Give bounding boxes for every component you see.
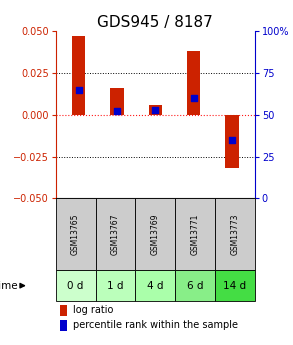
Bar bbox=[96, 270, 135, 301]
Bar bbox=[225, 115, 239, 168]
Text: GSM13769: GSM13769 bbox=[151, 214, 160, 255]
Bar bbox=[56, 270, 96, 301]
Bar bbox=[149, 105, 162, 115]
Bar bbox=[135, 270, 175, 301]
Bar bbox=[215, 198, 255, 270]
Bar bbox=[60, 305, 67, 316]
Text: 6 d: 6 d bbox=[187, 280, 203, 290]
Bar bbox=[175, 270, 215, 301]
Text: 4 d: 4 d bbox=[147, 280, 163, 290]
Bar bbox=[56, 198, 96, 270]
Point bbox=[191, 95, 196, 101]
Bar bbox=[110, 88, 124, 115]
Text: GSM13771: GSM13771 bbox=[191, 214, 200, 255]
Bar bbox=[135, 198, 175, 270]
Text: 14 d: 14 d bbox=[224, 280, 246, 290]
Bar bbox=[60, 319, 67, 331]
Text: GSM13773: GSM13773 bbox=[231, 214, 239, 255]
Text: GSM13767: GSM13767 bbox=[111, 214, 120, 255]
Bar bbox=[96, 198, 135, 270]
Point bbox=[230, 137, 234, 142]
Text: 1 d: 1 d bbox=[107, 280, 124, 290]
Text: percentile rank within the sample: percentile rank within the sample bbox=[73, 320, 238, 330]
Title: GDS945 / 8187: GDS945 / 8187 bbox=[97, 15, 213, 30]
Text: GSM13765: GSM13765 bbox=[71, 214, 80, 255]
Bar bbox=[187, 51, 200, 115]
Point bbox=[115, 109, 119, 114]
Bar bbox=[72, 36, 85, 115]
Bar bbox=[175, 198, 215, 270]
Point bbox=[153, 107, 158, 112]
Text: 0 d: 0 d bbox=[67, 280, 84, 290]
Bar bbox=[215, 270, 255, 301]
Point bbox=[76, 87, 81, 92]
Text: log ratio: log ratio bbox=[73, 305, 114, 315]
Text: time: time bbox=[0, 280, 18, 290]
